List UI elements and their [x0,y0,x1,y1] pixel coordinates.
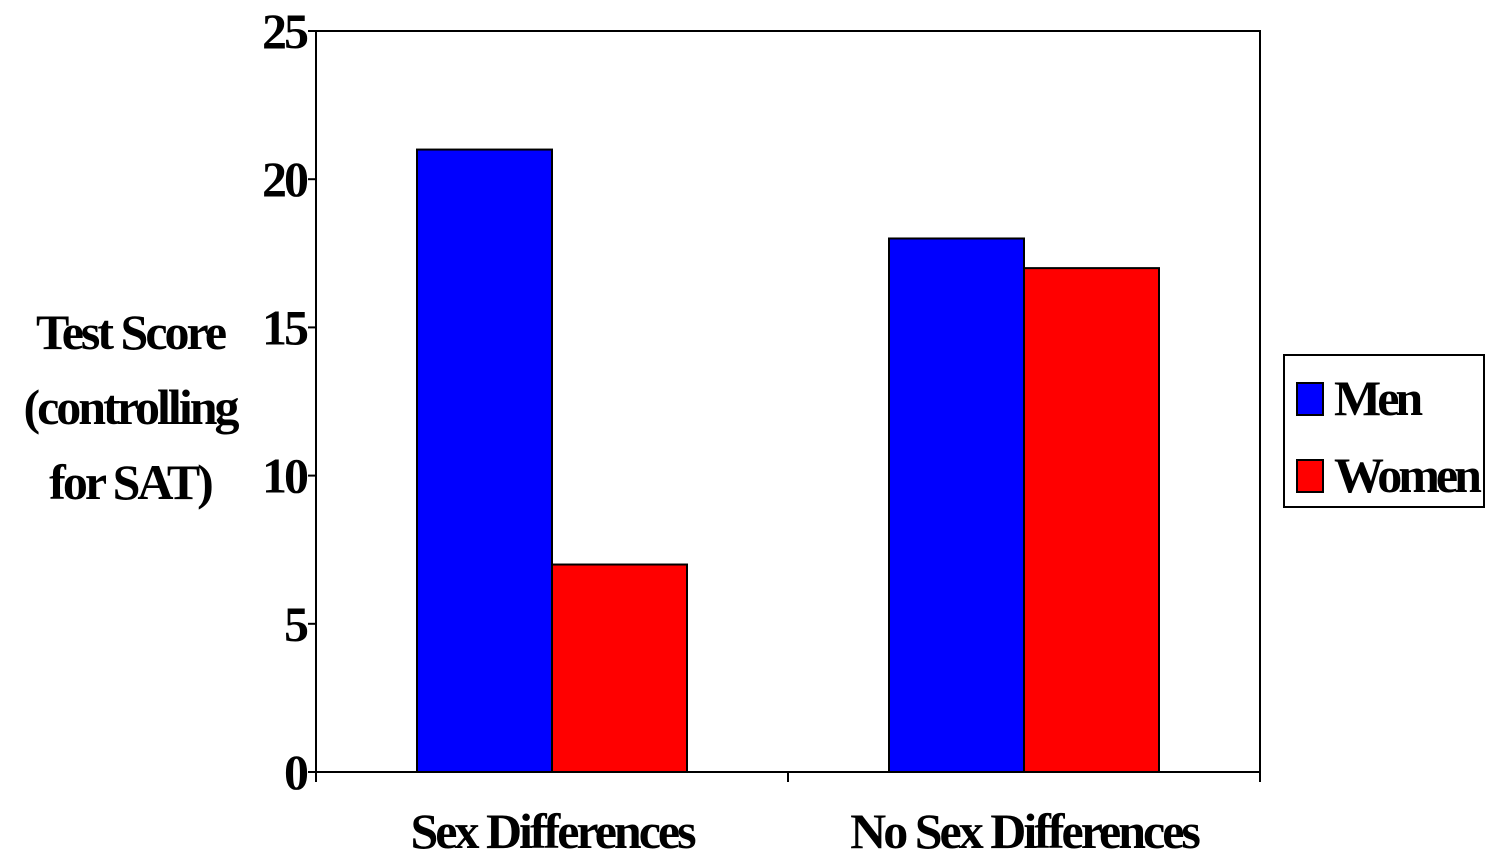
legend-swatch-men [1296,382,1324,416]
y-axis-label-line-1: Test Score [35,304,227,360]
legend-label-men: Men [1334,370,1423,426]
y-tick-label: 25 [262,3,308,59]
bar-men-1 [888,237,1025,774]
legend-label-women: Women [1334,447,1482,503]
y-tick-label: 15 [262,299,308,355]
bar-women-1 [1023,267,1160,773]
y-tick-label: 20 [262,151,308,207]
legend-swatch-women [1296,459,1324,493]
x-category-label: No Sex Differences [850,803,1200,856]
y-axis-label-line-3: for SAT) [49,454,214,510]
x-category-label: Sex Differences [410,803,696,856]
y-axis-label-line-2: (controlling [23,379,239,435]
y-tick-label: 0 [284,744,308,800]
bar-men-0 [416,148,553,773]
bar-women-0 [551,563,688,774]
y-tick-label: 5 [284,596,308,652]
y-tick-label: 10 [262,448,308,504]
